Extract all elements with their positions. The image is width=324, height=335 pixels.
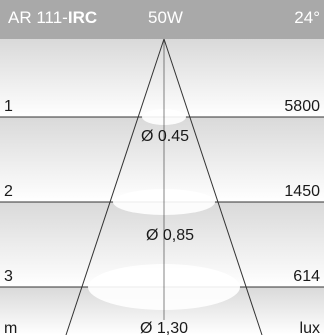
- diameter-label-2: Ø 0,85: [146, 227, 194, 244]
- lux-label-2: 1450: [284, 183, 320, 200]
- distance-label-3: 3: [4, 268, 13, 285]
- model-name: AR 111-IRC: [8, 8, 97, 28]
- lux-label-1: 5800: [284, 98, 320, 115]
- header-bar: AR 111-IRC 50W 24°: [0, 0, 324, 39]
- distance-label-2: 2: [4, 183, 13, 200]
- distance-unit-label: m: [4, 320, 17, 335]
- lux-label-3: 614: [293, 268, 320, 285]
- beam-edge-left: [65, 38, 165, 335]
- beam-angle: 24°: [294, 8, 320, 27]
- diameter-label-1: Ø 0.45: [141, 128, 189, 145]
- distance-label-1: 1: [4, 98, 13, 115]
- band-2: [0, 117, 324, 202]
- beam-edge-right: [163, 38, 263, 335]
- model-suffix: IRC: [67, 8, 98, 27]
- model-prefix: AR 111-: [8, 8, 68, 27]
- power-rating: 50W: [148, 8, 183, 27]
- diameter-label-3: Ø 1,30: [140, 320, 188, 335]
- band-1: [0, 39, 324, 117]
- lux-unit-label: lux: [300, 320, 320, 335]
